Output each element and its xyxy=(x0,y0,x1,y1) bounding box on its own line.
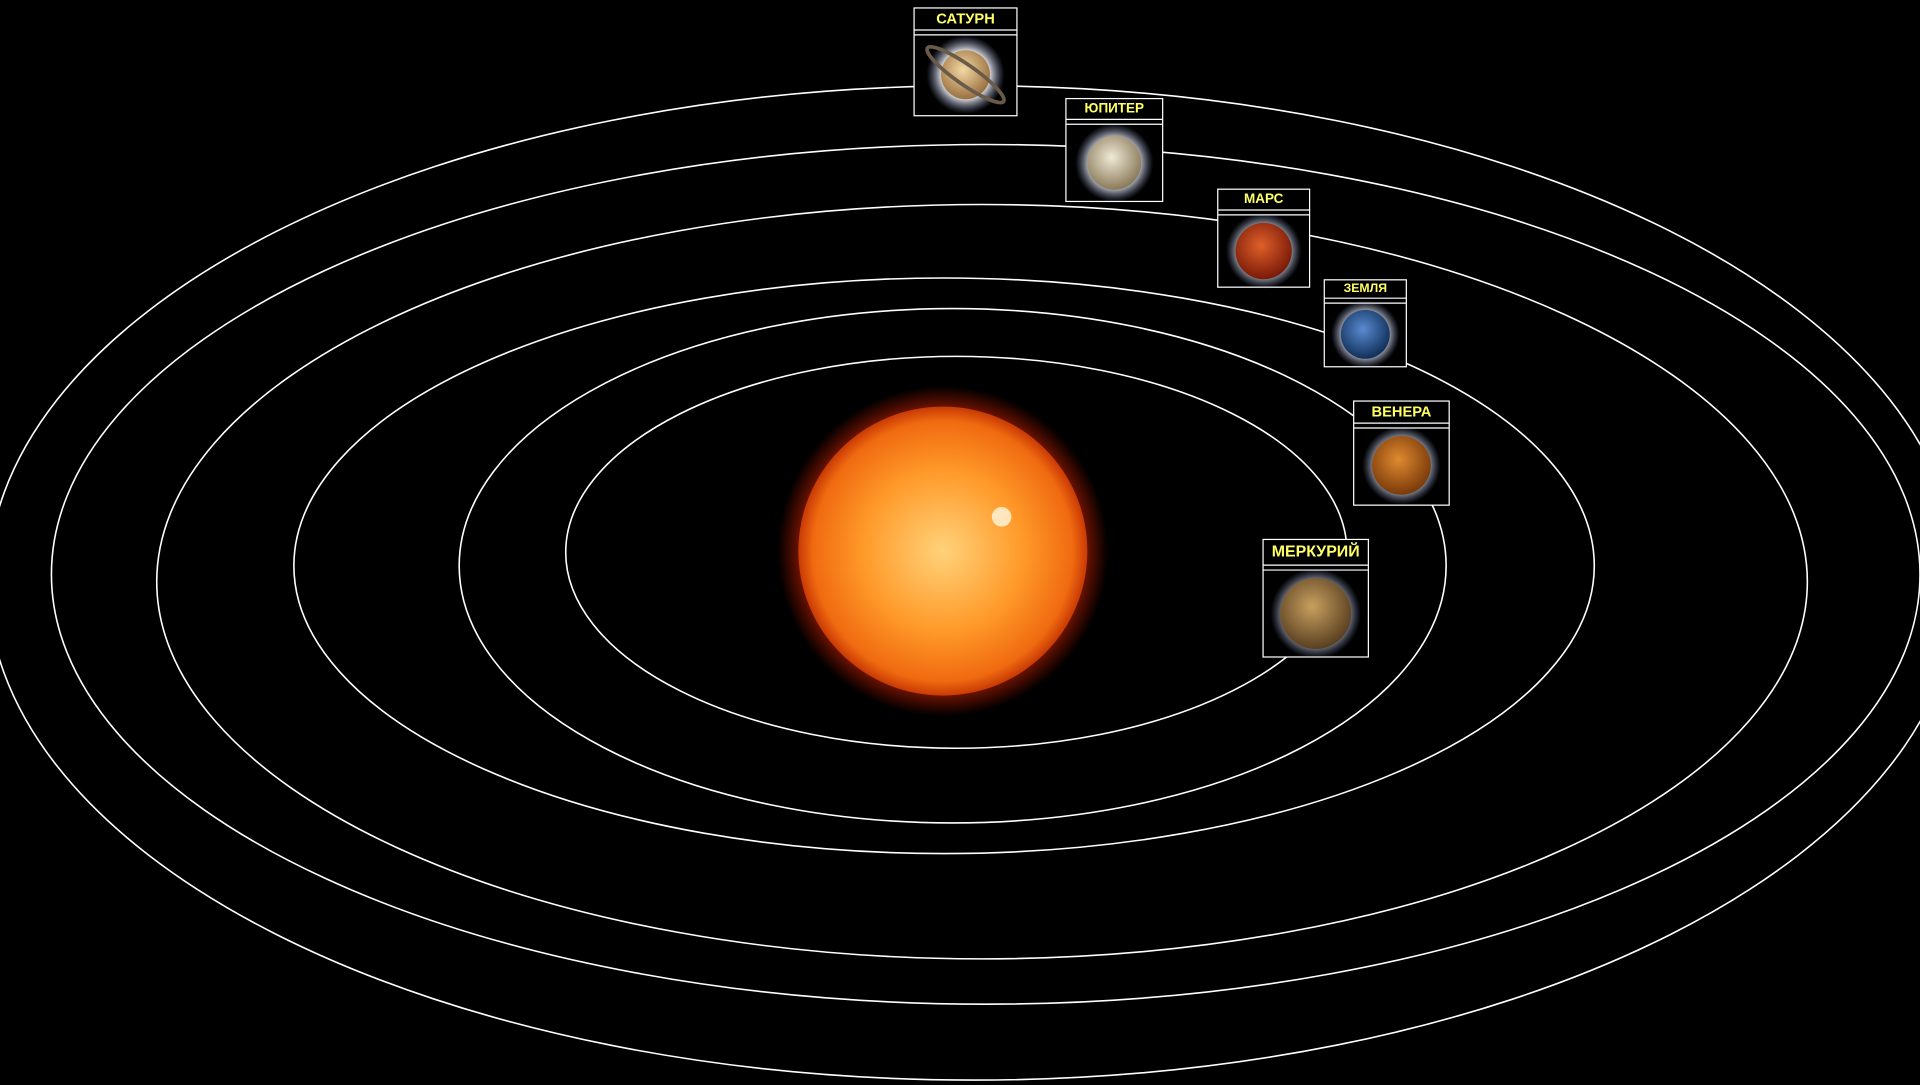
planet-card: ЗЕМЛЯ xyxy=(1323,279,1407,369)
planet-card: МЕРКУРИЙ xyxy=(1262,538,1369,659)
orbit xyxy=(458,307,1447,824)
planet-card: ЮПИТЕР xyxy=(1065,97,1164,203)
planet-label: МЕРКУРИЙ xyxy=(1272,541,1360,560)
planet-label: ЗЕМЛЯ xyxy=(1344,281,1387,295)
planet-label: ЮПИТЕР xyxy=(1085,101,1144,116)
planet-image xyxy=(1340,309,1390,359)
planet-card: САТУРН xyxy=(913,7,1018,117)
planet-image xyxy=(941,50,990,100)
planet-image xyxy=(1280,578,1352,650)
orbit xyxy=(293,277,1596,855)
sun xyxy=(798,406,1088,696)
sun-flare xyxy=(991,506,1012,527)
orbit xyxy=(50,143,1920,1005)
planet-label: МАРС xyxy=(1244,191,1284,206)
planet-label: САТУРН xyxy=(936,11,995,27)
planet-card: МАРС xyxy=(1217,188,1311,290)
orbit xyxy=(155,203,1809,960)
planet-card: ВЕНЕРА xyxy=(1353,400,1450,506)
planet-image xyxy=(1087,135,1142,190)
planet-label: ВЕНЕРА xyxy=(1371,405,1431,421)
planet-image xyxy=(1235,222,1292,280)
planet-image xyxy=(1372,435,1431,495)
planet-rings xyxy=(925,44,1006,105)
